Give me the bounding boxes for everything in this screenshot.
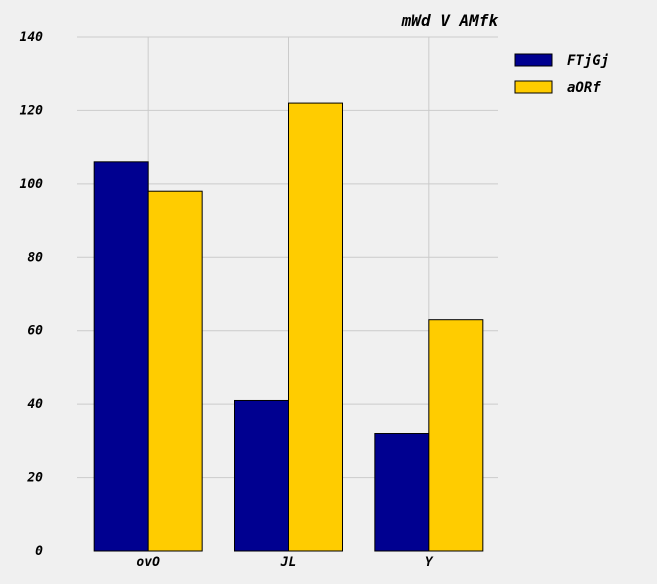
x-tick-label: ovO: [136, 555, 160, 570]
x-tick-label: Y: [425, 555, 434, 570]
bar-ftjgj-1: [234, 399, 289, 552]
legend: FTjGj aORf: [514, 53, 609, 96]
legend-label: FTjGj: [567, 53, 609, 69]
y-tick-label: 140: [20, 30, 44, 45]
x-axis: ovO JL Y: [136, 555, 433, 570]
y-tick-label: 20: [26, 471, 43, 486]
y-tick-label: 80: [27, 250, 43, 265]
bar-aorf-0: [147, 190, 203, 552]
bar-aorf-2: [428, 319, 484, 552]
y-tick-label: 60: [27, 324, 43, 339]
y-axis: 0 20 40 60 80 100 120 140: [20, 30, 44, 559]
y-tick-label: 100: [20, 177, 44, 192]
bars: [93, 102, 484, 552]
legend-swatch: [514, 53, 553, 67]
chart-title: mWd V AMfk: [401, 11, 500, 30]
legend-swatch: [514, 80, 553, 94]
y-tick-label: 120: [20, 103, 44, 118]
bar-ftjgj-2: [374, 433, 430, 552]
y-tick-label: 40: [27, 397, 43, 412]
legend-label: aORf: [567, 80, 601, 96]
bar-ftjgj-0: [93, 161, 149, 552]
y-tick-label: 0: [35, 544, 43, 559]
bar-aorf-1: [288, 102, 343, 552]
x-tick-label: JL: [280, 555, 297, 570]
